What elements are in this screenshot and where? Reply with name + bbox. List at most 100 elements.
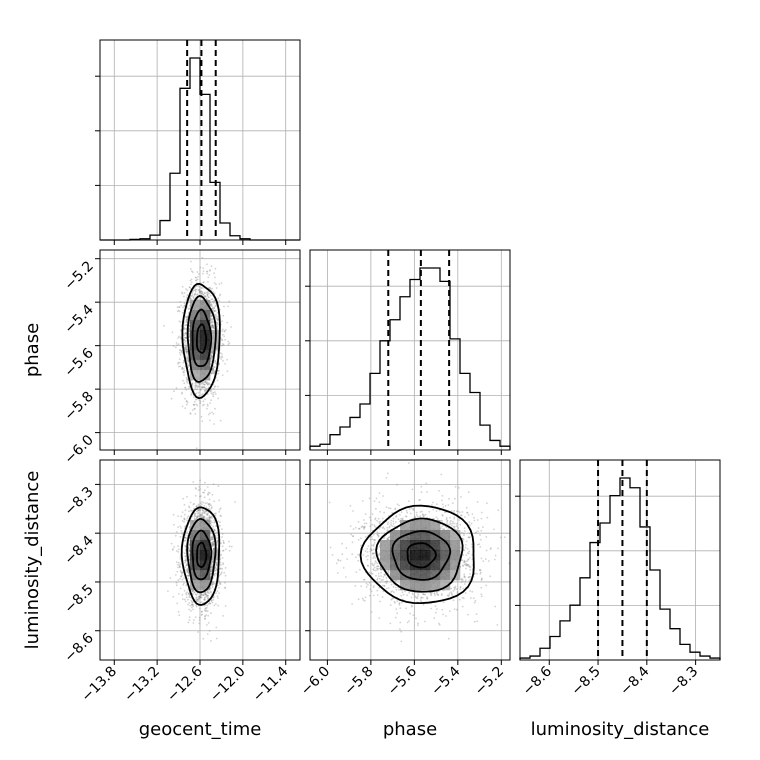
contour-3	[180, 506, 221, 606]
scatter-point	[184, 346, 187, 349]
scatter-point	[212, 306, 215, 309]
scatter-point	[205, 606, 208, 609]
scatter-point	[196, 515, 199, 518]
scatter-point	[179, 569, 182, 572]
scatter-point	[213, 370, 216, 373]
scatter-point	[219, 561, 222, 564]
scatter-point	[216, 325, 219, 328]
scatter-point	[204, 391, 207, 393]
scatter-point	[192, 404, 195, 406]
scatter-point	[197, 511, 200, 514]
scatter-point	[201, 385, 204, 388]
scatter-point	[212, 365, 215, 368]
scatter-point	[210, 538, 213, 541]
scatter-point	[369, 538, 372, 541]
scatter-point	[218, 370, 220, 372]
scatter-point	[178, 361, 181, 364]
scatter-point	[205, 291, 208, 294]
scatter-point	[440, 473, 443, 476]
scatter-point	[188, 595, 191, 598]
scatter-point	[227, 343, 230, 346]
scatter-point	[197, 391, 200, 394]
scatter-point	[189, 268, 192, 270]
scatter-point	[214, 316, 217, 319]
scatter-point	[214, 514, 217, 517]
scatter-point	[195, 505, 198, 508]
scatter-point	[198, 286, 201, 288]
density-block	[190, 560, 201, 571]
scatter-point	[200, 290, 203, 292]
scatter-point	[189, 596, 191, 599]
scatter-point	[186, 591, 189, 594]
scatter-point	[214, 532, 217, 535]
scatter-point	[374, 517, 377, 519]
density-block	[190, 330, 201, 341]
scatter-point	[219, 573, 222, 576]
scatter-point	[206, 517, 208, 520]
scatter-point	[172, 595, 175, 598]
scatter-point	[426, 596, 428, 598]
scatter-point	[211, 307, 214, 310]
scatter-point	[184, 397, 186, 400]
scatter-point	[208, 382, 211, 385]
scatter-point	[212, 393, 214, 396]
scatter-point	[213, 372, 215, 374]
scatter-point	[215, 603, 217, 605]
scatter-point	[177, 361, 180, 364]
scatter-point	[194, 616, 197, 619]
scatter-point	[186, 350, 189, 353]
scatter-point	[212, 582, 215, 585]
scatter-point	[468, 579, 471, 582]
scatter-point	[186, 519, 189, 522]
scatter-point	[191, 590, 194, 593]
scatter-point	[205, 298, 208, 301]
scatter-point	[227, 340, 230, 343]
scatter-point	[203, 491, 206, 494]
scatter-point	[195, 604, 198, 606]
density-block	[200, 350, 211, 361]
axes-frame-luminosity_distance	[519, 459, 721, 661]
scatter-point	[186, 457, 188, 459]
scatter-point	[230, 545, 233, 548]
contour-1	[191, 308, 213, 367]
scatter-point	[224, 328, 227, 331]
scatter-point	[196, 516, 199, 519]
scatter-point	[185, 376, 188, 379]
scatter-point	[204, 502, 207, 505]
scatter-point	[211, 536, 214, 538]
scatter-point	[207, 591, 210, 594]
scatter-point	[188, 553, 191, 556]
scatter-point	[184, 545, 187, 548]
scatter-point	[187, 366, 190, 369]
scatter-point	[397, 518, 400, 521]
scatter-point	[208, 286, 211, 289]
scatter-point	[178, 349, 181, 351]
scatter-point	[215, 315, 217, 318]
scatter-point	[212, 548, 215, 550]
scatter-point	[203, 386, 205, 388]
scatter-point	[178, 306, 181, 308]
scatter-panel-phase-luminosity_distance	[309, 459, 511, 661]
scatter-point	[220, 554, 223, 556]
scatter-point	[191, 603, 194, 605]
scatter-point	[201, 291, 204, 293]
scatter-point	[200, 286, 203, 289]
scatter-point	[201, 404, 204, 407]
scatter-point	[195, 447, 198, 450]
scatter-point	[224, 338, 227, 341]
scatter-point	[213, 543, 215, 546]
scatter-point	[204, 510, 207, 512]
scatter-point	[185, 559, 188, 561]
scatter-point	[185, 347, 188, 349]
scatter-point	[202, 594, 205, 596]
scatter-point	[210, 389, 213, 392]
scatter-point	[177, 561, 180, 564]
scatter-point	[206, 486, 209, 488]
scatter-point	[214, 569, 216, 572]
scatter-point	[198, 385, 200, 388]
contour-0	[196, 323, 208, 354]
scatter-point	[215, 592, 218, 595]
scatter-point	[192, 296, 195, 298]
scatter-point	[222, 549, 224, 552]
scatter-point	[182, 367, 185, 370]
